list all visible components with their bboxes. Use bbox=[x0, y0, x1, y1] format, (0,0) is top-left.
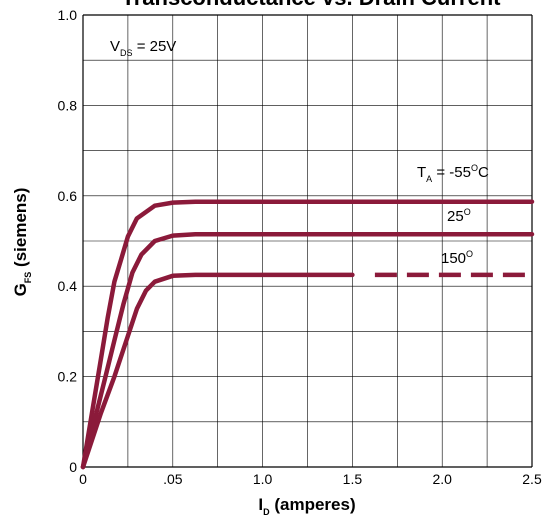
series-group bbox=[80, 199, 535, 470]
y-tick-label: 0 bbox=[69, 459, 77, 475]
x-axis-label: ID (amperes) bbox=[258, 495, 355, 517]
x-tick-label: .05 bbox=[163, 471, 183, 487]
chart-title: Transconductance vs. Drain Current bbox=[122, 0, 502, 10]
series-line bbox=[80, 199, 535, 470]
x-tick-label: 1.5 bbox=[343, 471, 363, 487]
y-axis-label: GFS (siemens) bbox=[11, 188, 33, 297]
x-tick-label: 0 bbox=[79, 471, 87, 487]
series-line bbox=[80, 272, 355, 470]
x-tick-label: 2.0 bbox=[432, 471, 452, 487]
y-tick-label: 0.2 bbox=[58, 369, 78, 385]
y-tick-label: 1.0 bbox=[58, 7, 78, 23]
grid bbox=[82, 14, 533, 468]
y-tick-label: 0.4 bbox=[58, 278, 78, 294]
annotation-ta: TA = -55OC bbox=[417, 163, 489, 184]
x-tick-label: 1.0 bbox=[253, 471, 273, 487]
annotation-vds: VDS = 25V bbox=[110, 38, 176, 58]
annotation-150: 150O bbox=[441, 249, 473, 267]
y-tick-label: 0.6 bbox=[58, 188, 78, 204]
annotation-25: 25O bbox=[447, 207, 471, 225]
series-line bbox=[80, 231, 535, 470]
x-tick-label: 2.5 bbox=[522, 471, 542, 487]
tick-labels: 0 .05 1.0 1.5 2.0 2.5 0 0.2 0.4 0.6 0.8 1.0 bbox=[58, 7, 542, 487]
y-tick-label: 0.8 bbox=[58, 97, 78, 113]
